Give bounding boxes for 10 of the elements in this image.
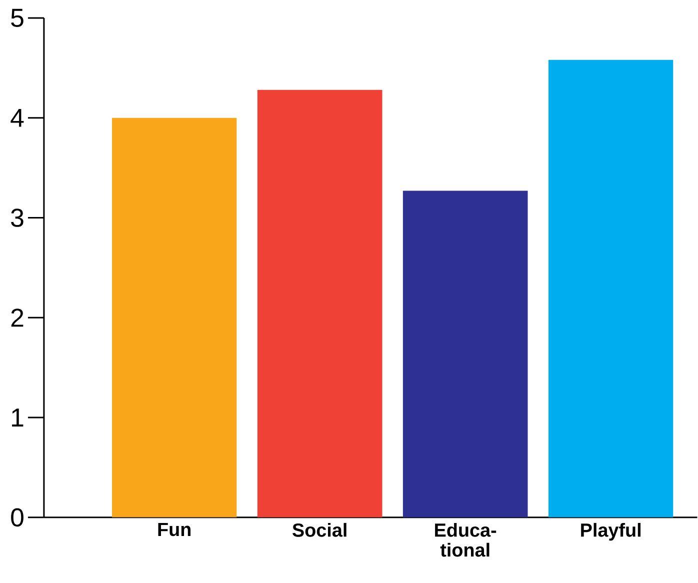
y-tick-label: 5: [11, 8, 24, 27]
y-tick-label: 1: [12, 408, 24, 426]
x-tick-label: Fun: [158, 522, 190, 536]
x-tick-label: Educa-tional: [435, 522, 496, 557]
x-tick-label: Social: [292, 522, 346, 537]
y-tick-label: 4: [10, 108, 24, 127]
y-tick-label: 2: [11, 308, 24, 327]
y-tick-label: 0: [11, 508, 24, 526]
y-tick-label: 3: [11, 208, 24, 227]
x-tick-label: Playful: [581, 522, 640, 540]
